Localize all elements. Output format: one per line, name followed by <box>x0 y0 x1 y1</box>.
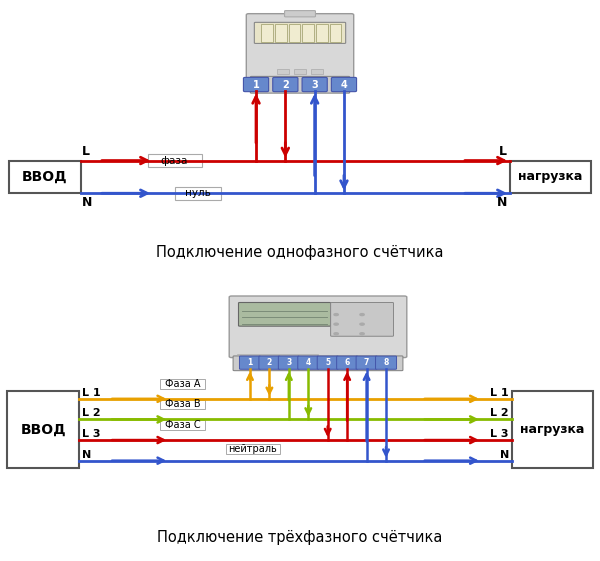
FancyBboxPatch shape <box>238 302 331 326</box>
FancyBboxPatch shape <box>376 356 397 369</box>
FancyBboxPatch shape <box>259 356 280 369</box>
Text: 3: 3 <box>286 358 292 367</box>
Bar <box>7 391 79 468</box>
Text: N: N <box>500 449 509 459</box>
Text: 4: 4 <box>305 358 311 367</box>
Text: 4: 4 <box>341 80 347 90</box>
Text: фаза: фаза <box>161 155 188 165</box>
FancyBboxPatch shape <box>356 356 377 369</box>
FancyBboxPatch shape <box>246 13 354 78</box>
Bar <box>329 24 341 42</box>
Text: L 1: L 1 <box>490 388 509 398</box>
Bar <box>160 420 205 430</box>
FancyBboxPatch shape <box>254 22 346 43</box>
Text: N: N <box>497 196 507 209</box>
FancyBboxPatch shape <box>331 77 356 91</box>
Circle shape <box>334 323 338 325</box>
Text: нагрузка: нагрузка <box>520 423 584 436</box>
FancyBboxPatch shape <box>317 356 338 369</box>
Bar <box>311 68 323 74</box>
Circle shape <box>360 333 364 335</box>
Text: 2: 2 <box>267 358 272 367</box>
Text: 2: 2 <box>282 80 289 90</box>
FancyBboxPatch shape <box>229 296 407 357</box>
FancyBboxPatch shape <box>331 302 394 336</box>
FancyBboxPatch shape <box>244 77 269 91</box>
Text: L 3: L 3 <box>82 429 101 439</box>
Bar <box>277 68 289 74</box>
Text: L 3: L 3 <box>490 429 509 439</box>
FancyBboxPatch shape <box>284 11 316 17</box>
Text: 6: 6 <box>344 358 350 367</box>
Text: Подключение однофазного счётчика: Подключение однофазного счётчика <box>156 245 444 260</box>
Bar <box>302 24 314 42</box>
Text: 1: 1 <box>247 358 253 367</box>
Circle shape <box>360 314 364 316</box>
Text: L 2: L 2 <box>82 408 101 419</box>
Text: Фаза С: Фаза С <box>165 420 200 430</box>
Text: Фаза А: Фаза А <box>165 379 200 389</box>
FancyBboxPatch shape <box>239 356 260 369</box>
Text: N: N <box>82 449 91 459</box>
Bar <box>295 68 306 74</box>
Text: 5: 5 <box>325 358 330 367</box>
Bar <box>316 24 328 42</box>
Circle shape <box>334 333 338 335</box>
Bar <box>512 391 593 468</box>
Text: 7: 7 <box>364 358 369 367</box>
Bar <box>9 160 81 193</box>
Circle shape <box>334 314 338 316</box>
Bar <box>289 24 300 42</box>
Bar <box>510 160 591 193</box>
Bar <box>160 399 205 409</box>
FancyBboxPatch shape <box>337 356 358 369</box>
Text: N: N <box>82 196 92 209</box>
Bar <box>261 24 273 42</box>
Circle shape <box>360 323 364 325</box>
Bar <box>175 187 221 200</box>
FancyBboxPatch shape <box>233 356 403 371</box>
Text: L 2: L 2 <box>490 408 509 419</box>
Text: ВВОД: ВВОД <box>22 170 68 184</box>
Text: 1: 1 <box>253 80 259 90</box>
Bar <box>275 24 287 42</box>
Bar <box>148 154 202 167</box>
FancyBboxPatch shape <box>278 356 299 369</box>
Text: L 1: L 1 <box>82 388 101 398</box>
Text: нейтраль: нейтраль <box>229 444 277 454</box>
Bar <box>160 379 205 389</box>
Text: L: L <box>499 145 507 158</box>
Text: L: L <box>82 145 90 158</box>
FancyBboxPatch shape <box>273 77 298 91</box>
Text: нагрузка: нагрузка <box>518 171 583 183</box>
Bar <box>226 444 280 454</box>
Text: 3: 3 <box>311 80 318 90</box>
Text: Подключение трёхфазного счётчика: Подключение трёхфазного счётчика <box>157 530 443 545</box>
FancyBboxPatch shape <box>250 76 350 93</box>
Text: нуль: нуль <box>185 188 211 198</box>
Text: Фаза В: Фаза В <box>165 399 200 410</box>
FancyBboxPatch shape <box>302 77 327 91</box>
Text: 8: 8 <box>383 358 389 367</box>
Text: ВВОД: ВВОД <box>20 423 66 437</box>
FancyBboxPatch shape <box>298 356 319 369</box>
